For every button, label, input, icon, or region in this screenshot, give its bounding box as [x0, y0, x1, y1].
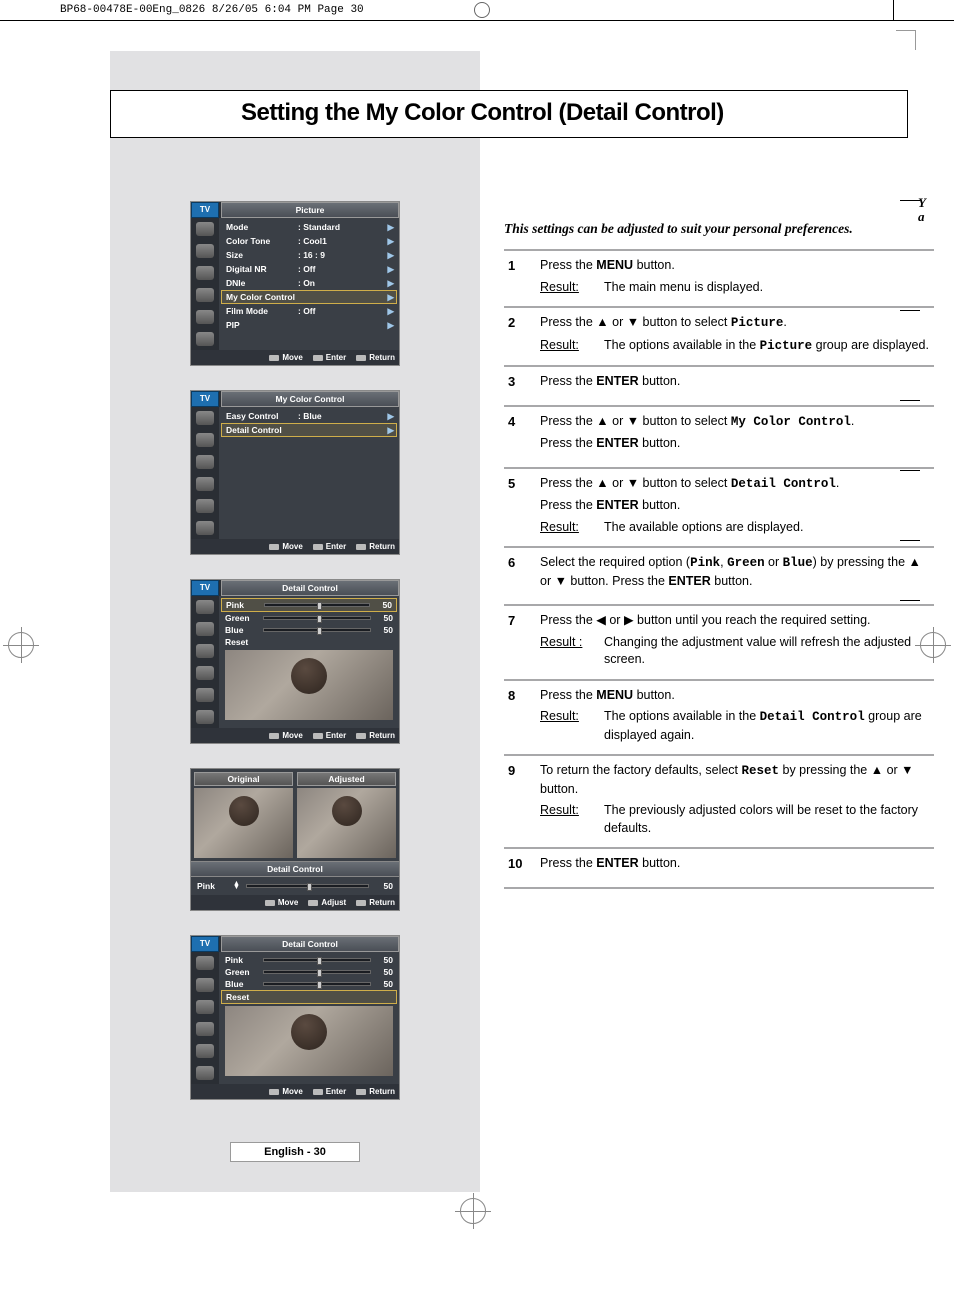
tv-slider-row: Blue50: [221, 978, 397, 990]
tv-menu-row: My Color Control▶: [221, 290, 397, 304]
step-body: Press the MENU button.Result:The options…: [540, 687, 934, 745]
step-number: 9: [504, 762, 540, 837]
tv-menu-row: Detail Control▶: [221, 423, 397, 437]
original-image: [194, 788, 293, 858]
tv-footer: MoveAdjustReturn: [191, 895, 399, 910]
tv-menu-row: Mode: Standard▶: [221, 220, 397, 234]
tv-slider-row: Pink50: [221, 954, 397, 966]
print-slug: BP68-00478E-00Eng_0826 8/26/05 6:04 PM P…: [0, 0, 954, 21]
tv-menu-title: Picture: [221, 202, 399, 218]
step: 10Press the ENTER button.: [504, 847, 934, 889]
compare-slider: Pink ▲▼ 50: [191, 877, 399, 895]
step-number: 10: [504, 855, 540, 877]
step-body: To return the factory defaults, select R…: [540, 762, 934, 837]
tv-tab: TV: [191, 580, 219, 596]
step-number: 3: [504, 373, 540, 395]
tv-category-icons: [191, 596, 219, 728]
tv-footer: MoveEnterReturn: [191, 350, 399, 365]
tv-footer: MoveEnterReturn: [191, 1084, 399, 1099]
step: 3Press the ENTER button.: [504, 365, 934, 405]
preview-image: [225, 650, 393, 720]
step-number: 6: [504, 554, 540, 594]
step: 4Press the ▲ or ▼ button to select My Co…: [504, 405, 934, 467]
tv-slider-row: Reset: [221, 636, 397, 648]
page-number: English - 30: [230, 1142, 360, 1162]
tv-menu-row: Easy Control: Blue▶: [221, 409, 397, 423]
tv-menu-detail-pink: TV Detail Control Pink50Green50Blue50Res…: [190, 579, 400, 744]
tv-menu-row: PIP▶: [221, 318, 397, 332]
tv-category-icons: [191, 952, 219, 1084]
step-body: Press the ENTER button.: [540, 855, 934, 877]
registration-mark: [8, 632, 34, 658]
compare-panel: Original Adjusted Detail Control Pink ▲▼…: [190, 768, 400, 911]
tv-menu-row: DNIe: On▶: [221, 276, 397, 290]
step: 8Press the MENU button.Result:The option…: [504, 679, 934, 755]
tv-menu-title: My Color Control: [221, 391, 399, 407]
step: 7Press the ◀ or ▶ button until you reach…: [504, 604, 934, 679]
step-list: 1Press the MENU button.Result:The main m…: [504, 249, 934, 889]
compare-title: Detail Control: [191, 861, 399, 877]
tv-category-icons: [191, 407, 219, 539]
tv-tab: TV: [191, 391, 219, 407]
step-body: Press the ▲ or ▼ button to select Pictur…: [540, 314, 934, 355]
tv-menu-row: Digital NR: Off▶: [221, 262, 397, 276]
tv-slider-row: Reset: [221, 990, 397, 1004]
tv-menu-row: Color Tone: Cool1▶: [221, 234, 397, 248]
step-body: Press the MENU button.Result:The main me…: [540, 257, 934, 296]
step: 5Press the ▲ or ▼ button to select Detai…: [504, 467, 934, 547]
tv-menu-picture: TV Picture Mode: Standard▶Color Tone: Co…: [190, 201, 400, 366]
tv-tab: TV: [191, 202, 219, 218]
step-number: 4: [504, 413, 540, 457]
instruction-column: This settings can be adjusted to suit yo…: [480, 51, 954, 1192]
intro-text: This settings can be adjusted to suit yo…: [504, 221, 934, 237]
step: 6Select the required option (Pink, Green…: [504, 546, 934, 604]
step-number: 1: [504, 257, 540, 296]
original-label: Original: [194, 772, 293, 786]
tv-footer: MoveEnterReturn: [191, 728, 399, 743]
step: 9To return the factory defaults, select …: [504, 754, 934, 847]
step-number: 7: [504, 612, 540, 669]
tv-footer: MoveEnterReturn: [191, 539, 399, 554]
tv-menu-mycolor: TV My Color Control Easy Control: Blue▶D…: [190, 390, 400, 555]
tv-slider-row: Blue50: [221, 624, 397, 636]
step: 1Press the MENU button.Result:The main m…: [504, 249, 934, 306]
tv-menu-row: Film Mode: Off▶: [221, 304, 397, 318]
step-body: Press the ▲ or ▼ button to select My Col…: [540, 413, 934, 457]
slug-text: BP68-00478E-00Eng_0826 8/26/05 6:04 PM P…: [60, 4, 364, 16]
registration-mark: [460, 1198, 486, 1224]
step-body: Select the required option (Pink, Green …: [540, 554, 934, 594]
step-body: Press the ◀ or ▶ button until you reach …: [540, 612, 934, 669]
tv-slider-row: Pink50: [221, 598, 397, 612]
step-number: 5: [504, 475, 540, 537]
step: 2Press the ▲ or ▼ button to select Pictu…: [504, 306, 934, 365]
tv-menu-detail-reset: TV Detail Control Pink50Green50Blue50Res…: [190, 935, 400, 1100]
preview-image: [225, 1006, 393, 1076]
tv-menu-title: Detail Control: [221, 580, 399, 596]
step-body: Press the ENTER button.: [540, 373, 934, 395]
step-number: 8: [504, 687, 540, 745]
adjusted-label: Adjusted: [297, 772, 396, 786]
slug-divider: [893, 0, 894, 20]
tv-slider-row: Green50: [221, 612, 397, 624]
tv-menu-row: Size: 16 : 9▶: [221, 248, 397, 262]
step-body: Press the ▲ or ▼ button to select Detail…: [540, 475, 934, 537]
screenshot-column: TV Picture Mode: Standard▶Color Tone: Co…: [110, 51, 480, 1192]
tv-menu-title: Detail Control: [221, 936, 399, 952]
tv-tab: TV: [191, 936, 219, 952]
adjusted-image: [297, 788, 396, 858]
tv-slider-row: Green50: [221, 966, 397, 978]
step-number: 2: [504, 314, 540, 355]
tv-category-icons: [191, 218, 219, 350]
crop-mark: [896, 30, 916, 50]
